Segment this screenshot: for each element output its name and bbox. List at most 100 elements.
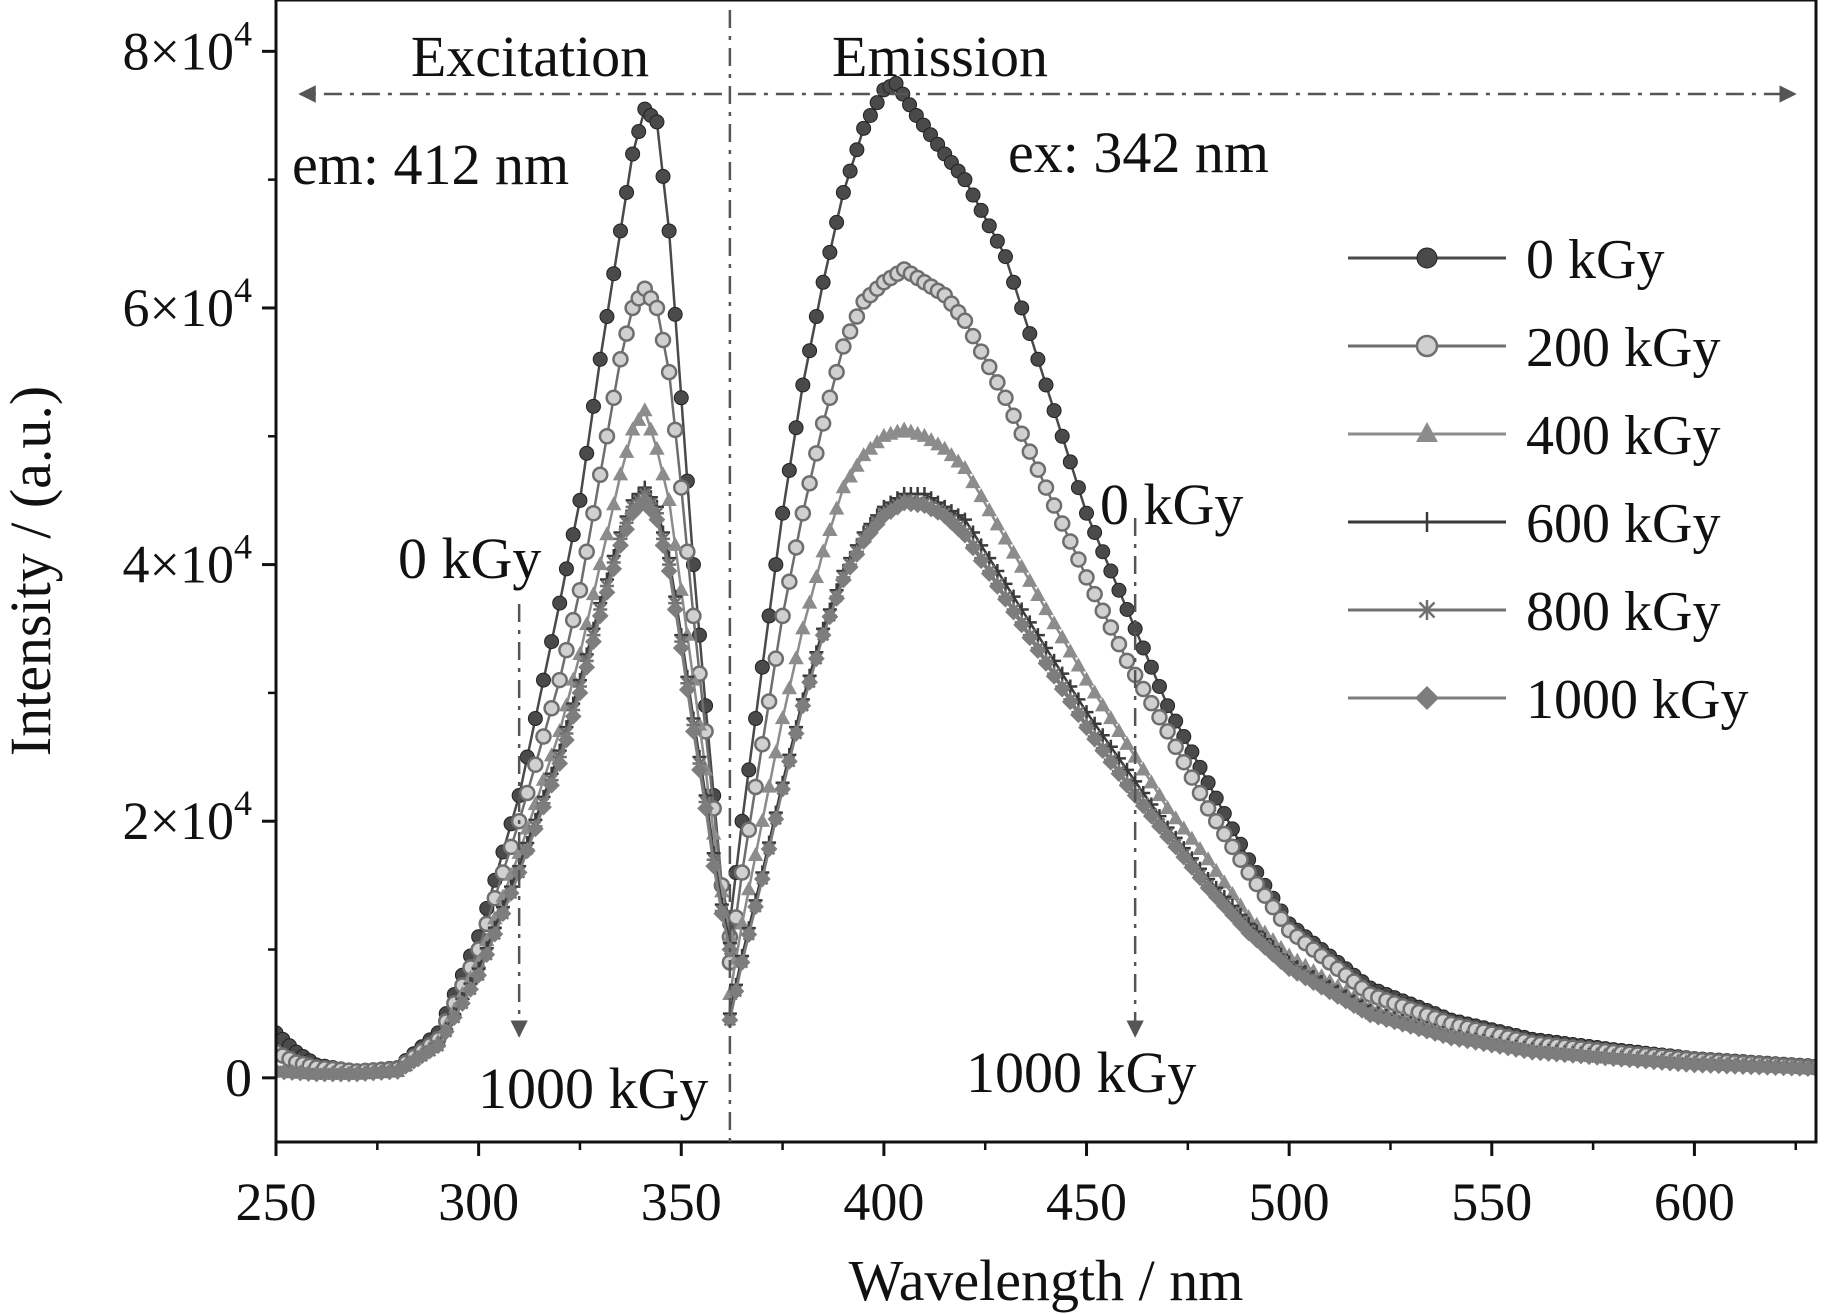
data-point (1159, 723, 1176, 740)
data-point (564, 708, 582, 725)
data-point (1062, 643, 1079, 658)
data-point (599, 309, 615, 325)
data-point (1232, 851, 1249, 868)
data-point (997, 389, 1014, 407)
legend-item: 800 kGy (1348, 581, 1720, 643)
data-point (841, 323, 859, 340)
data-point (1054, 428, 1070, 444)
data-point (1079, 505, 1095, 521)
data-point (1151, 678, 1167, 694)
data-point (1070, 480, 1086, 496)
data-point (661, 223, 677, 239)
data-point (997, 530, 1014, 545)
data-point (535, 672, 551, 688)
data-point (1386, 1013, 1403, 1031)
data-point (862, 107, 878, 123)
data-point (950, 453, 966, 468)
data-point (821, 389, 839, 407)
data-point (1167, 738, 1184, 756)
data-point (774, 710, 791, 725)
data-point (1095, 544, 1111, 560)
data-point (276, 1063, 293, 1081)
data-point (526, 820, 544, 838)
data-point (1014, 300, 1030, 316)
data-point (733, 953, 751, 971)
data-point (666, 421, 684, 439)
data-point (591, 607, 609, 625)
right-arrow-bottom-label: 1000 kGy (966, 1040, 1196, 1105)
data-point (673, 390, 689, 406)
data-point (849, 457, 865, 472)
data-point (965, 187, 981, 203)
left-arrow-top-label: 0 kGy (398, 526, 541, 591)
data-point (787, 725, 805, 742)
data-point (673, 581, 689, 596)
data-point (544, 634, 560, 650)
data-point (1086, 585, 1103, 603)
data-point (606, 496, 622, 511)
data-point (572, 492, 588, 508)
data-point (551, 671, 568, 689)
data-point (1645, 1053, 1663, 1071)
data-point (1103, 710, 1119, 725)
data-point (1184, 830, 1200, 845)
data-point (754, 735, 771, 753)
data-point (454, 995, 471, 1012)
data-point (1240, 864, 1257, 881)
data-point (856, 120, 872, 136)
y-axis-title: Intensity / (a.u.) (0, 386, 63, 756)
data-point (1523, 1043, 1541, 1061)
data-point (1507, 1040, 1525, 1058)
data-point (989, 516, 1006, 531)
data-point (612, 466, 629, 481)
data-point (1103, 563, 1119, 579)
data-point (741, 762, 757, 778)
data-point (981, 502, 997, 517)
legend-item: 1000 kGy (1348, 669, 1748, 731)
data-point (774, 607, 791, 625)
data-point (1151, 709, 1168, 726)
data-point (972, 552, 990, 570)
data-point (1021, 629, 1039, 647)
data-point (625, 146, 641, 162)
data-point (972, 343, 990, 360)
data-point (1037, 654, 1055, 672)
data-point (1378, 1011, 1395, 1028)
data-point (794, 697, 812, 715)
data-point (788, 420, 804, 436)
data-point (705, 857, 723, 875)
data-point (957, 459, 973, 474)
data-point (654, 536, 672, 554)
data-point (768, 744, 784, 759)
data-point (1264, 946, 1282, 963)
y-tick-label: 0 (225, 1048, 252, 1108)
data-point (747, 778, 764, 796)
data-point (1005, 544, 1022, 559)
data-point (1191, 784, 1209, 802)
data-point (1321, 983, 1339, 1001)
data-point (1369, 1008, 1387, 1026)
data-point (781, 573, 798, 590)
ex-note: ex: 342 nm (1008, 120, 1269, 185)
data-point (618, 443, 635, 458)
data-point (624, 421, 641, 436)
data-point (1475, 1035, 1493, 1053)
data-point (1119, 735, 1135, 750)
data-point (835, 479, 852, 494)
data-point (571, 684, 589, 702)
data-point (848, 308, 866, 325)
data-point (733, 864, 751, 881)
data-point (1224, 906, 1241, 924)
data-point (1160, 698, 1176, 714)
data-point (1135, 680, 1152, 698)
data-point (578, 658, 596, 676)
data-point (1062, 454, 1078, 470)
data-point (1078, 671, 1095, 686)
data-point (1102, 753, 1120, 771)
data-point (1264, 898, 1282, 916)
data-point (1110, 635, 1128, 653)
data-point (849, 142, 865, 158)
y-tick-label: 4×104 (123, 527, 252, 595)
data-point (829, 214, 845, 230)
